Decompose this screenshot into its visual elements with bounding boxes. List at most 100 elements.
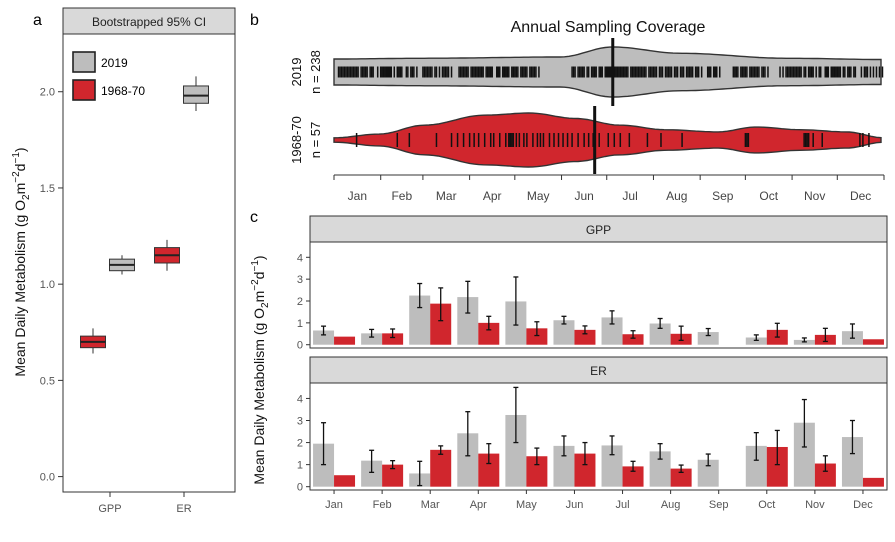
panel-c-facets: GPP 0 1 2 3 4 ER 0 1 2 3 4 — [297, 215, 888, 494]
y-label-part: 2 — [21, 194, 32, 200]
x-tick-label: Oct — [759, 189, 778, 203]
y-tick-label: 1.0 — [40, 279, 55, 291]
y-label-part: 2 — [260, 302, 271, 308]
facet-strip-GPP — [309, 215, 888, 243]
x-tick-label: Nov — [805, 499, 825, 511]
bar-2019-GPP-Jan — [313, 330, 335, 345]
panel-a-y-axis-label: Mean Daily Metabolism (g O2m−2d−1) — [11, 147, 32, 376]
bar-2019-ER-Apr — [457, 433, 479, 487]
bar-1968-70-ER-Oct — [766, 446, 788, 487]
row-label-1968-70: 1968-70 — [289, 116, 304, 164]
panel-a-plot-area — [62, 33, 236, 493]
legend-key-2019 — [72, 51, 96, 73]
y-tick-label: 0 — [297, 482, 303, 494]
bar-1968-70-GPP-Mar — [430, 303, 452, 345]
bar-1968-70-GPP-Dec — [862, 339, 884, 345]
x-tick-label: Mar — [436, 189, 457, 203]
panel-a-y-axis: 0.0 0.5 1.0 1.5 2.0 — [40, 87, 63, 484]
facet-plot-ER — [309, 382, 888, 491]
bar-1968-70-ER-May — [526, 456, 548, 487]
panel-b: b Annual Sampling Coverage Jan Feb Mar Apr M… — [250, 12, 885, 203]
x-tick-label: Aug — [666, 189, 687, 203]
x-tick-label: Mar — [421, 499, 440, 511]
panel-a-legend: 2019 1968-70 — [72, 51, 145, 101]
bar-1968-70-ER-Dec — [862, 477, 884, 487]
facet-title-ER: ER — [590, 364, 607, 378]
bar-2019-ER-Jul — [601, 445, 623, 487]
panel-c-x-axis: Jan Feb Mar Apr May Jun Jul Aug Sep Oct Nov Dec — [325, 490, 873, 511]
bar-1968-70-GPP-Apr — [478, 322, 500, 345]
bar-2019-GPP-Mar — [409, 295, 431, 345]
panel-b-title: Annual Sampling Coverage — [511, 19, 706, 36]
y-label-part: −1 — [250, 260, 261, 272]
bar-1968-70-ER-Feb — [382, 464, 404, 487]
bar-1968-70-ER-Jan — [334, 475, 356, 487]
y-tick-label: 0.0 — [40, 472, 55, 484]
panel-a-strip — [62, 7, 236, 35]
row-n-1968-70: n = 57 — [308, 122, 323, 159]
bar-1968-70-GPP-May — [526, 328, 548, 345]
panel-a-strip-title: Bootstrapped 95% CI — [92, 15, 206, 29]
y-label-part: m — [251, 291, 267, 303]
y-label-part: Mean Daily Metabolism (g O — [12, 200, 28, 377]
x-tick-label: Jan — [325, 499, 343, 511]
facet-title-GPP: GPP — [586, 223, 611, 237]
x-tick-label: Dec — [850, 189, 871, 203]
legend-label-1968-70: 1968-70 — [101, 84, 145, 98]
panel-letter-c: c — [250, 209, 258, 226]
y-label-part: ) — [12, 147, 28, 152]
panel-a-x-axis: GPP ER — [98, 492, 192, 515]
x-tick-label: Nov — [804, 189, 825, 203]
bar-2019-ER-Nov — [793, 422, 815, 487]
x-tick-label: Jul — [622, 189, 637, 203]
bar-1968-70-GPP-Jul — [622, 334, 644, 345]
y-tick-label: 2 — [297, 438, 303, 450]
y-label-part: d — [251, 272, 267, 280]
bar-2019-ER-Jun — [553, 445, 575, 487]
y-label-part: m — [12, 183, 28, 195]
x-tick-label: Aug — [661, 499, 681, 511]
y-tick-label: 1 — [297, 460, 303, 472]
panel-c: c GPP 0 1 2 3 4 ER 0 1 2 3 4 Jan Feb Mar Apr May Jun Jul A… — [250, 209, 888, 511]
panel-letter-b: b — [250, 12, 259, 29]
y-label-part: d — [12, 164, 28, 172]
y-tick-label: 2.0 — [40, 87, 55, 99]
panel-b-row-labels: 2019 n = 238 1968-70 n = 57 — [289, 50, 323, 164]
x-tick-label: Jun — [574, 189, 593, 203]
row-n-2019: n = 238 — [308, 50, 323, 94]
panel-b-x-axis: Jan Feb Mar Apr May Jun Jul Aug Sep Oct Nov Dec — [333, 174, 885, 203]
bar-1968-70-ER-Mar — [430, 449, 452, 487]
bar-1968-70-ER-Aug — [670, 468, 692, 487]
panel-c-y-axis-label: Mean Daily Metabolism (g O2m−2d−1) — [250, 255, 271, 484]
facet-plot-GPP — [309, 241, 888, 349]
y-label-part: −1 — [11, 152, 22, 164]
panel-b-violins — [333, 38, 884, 174]
x-tick-label: Sep — [712, 189, 734, 203]
bar-2019-GPP-Sep — [697, 332, 719, 345]
x-tick-label: Apr — [483, 189, 502, 203]
x-tick-label: May — [527, 189, 550, 203]
y-tick-label: 3 — [297, 274, 303, 286]
panel-a-boxes — [80, 76, 209, 354]
bar-2019-ER-Feb — [361, 460, 383, 487]
y-tick-label: 4 — [297, 393, 303, 405]
x-tick-label: Oct — [758, 499, 775, 511]
x-tick-label: Dec — [853, 499, 873, 511]
panel-a: a Bootstrapped 95% CI 0.0 0.5 1.0 1.5 2.0 GP… — [11, 7, 236, 515]
bar-2019-GPP-Jul — [601, 317, 623, 345]
bar-2019-GPP-Aug — [649, 323, 671, 345]
x-tick-label: Apr — [470, 499, 487, 511]
y-label-part: ) — [251, 255, 267, 260]
bar-1968-70-ER-Apr — [478, 453, 500, 487]
bar-2019-ER-May — [505, 414, 527, 487]
y-tick-label: 4 — [297, 252, 303, 264]
bar-1968-70-ER-Nov — [814, 463, 836, 487]
x-tick-label: Sep — [709, 499, 729, 511]
x-tick-label: May — [516, 499, 537, 511]
y-tick-label: 0.5 — [40, 375, 55, 387]
y-tick-label: 0 — [297, 340, 303, 352]
bar-1968-70-ER-Jun — [574, 453, 596, 487]
x-tick-label: GPP — [98, 503, 121, 515]
x-tick-label: Feb — [373, 499, 392, 511]
